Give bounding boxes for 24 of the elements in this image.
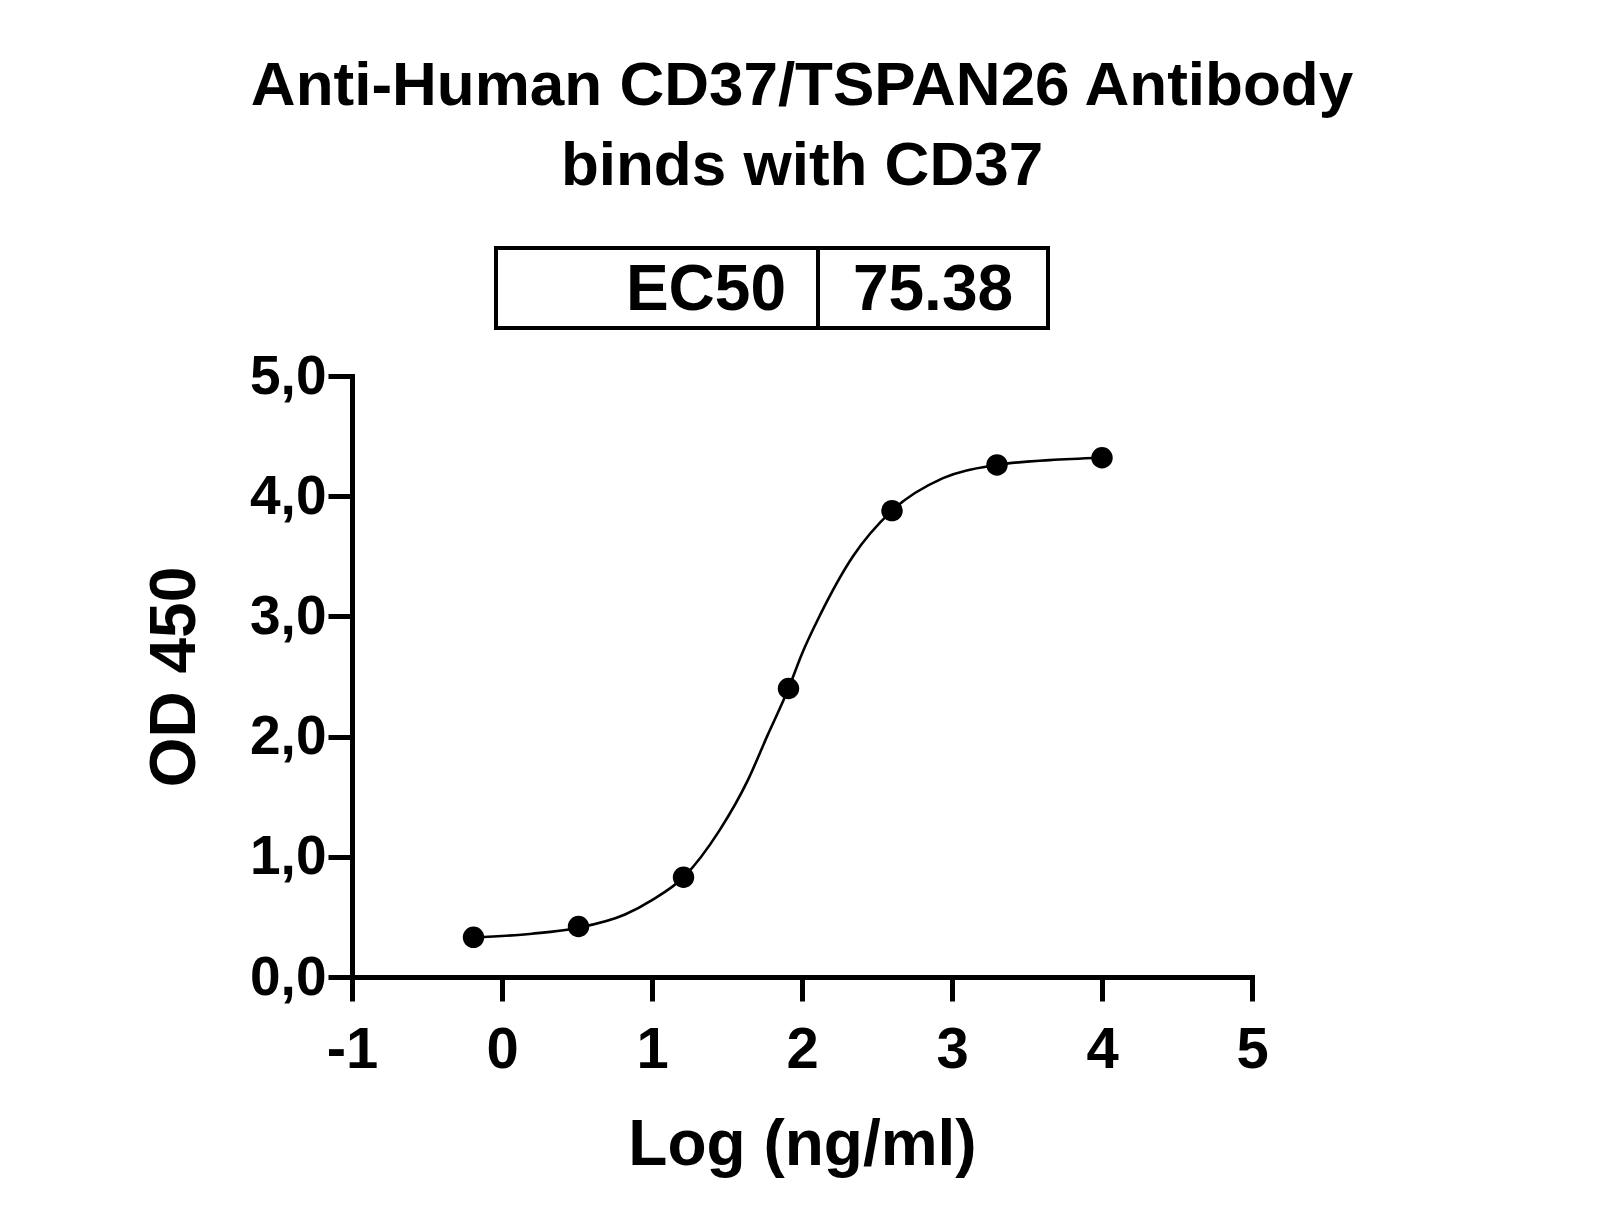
boxed-table: EC50 75.38 <box>494 246 1050 330</box>
x-tick-label: 2 <box>786 1014 819 1080</box>
y-tick-label: 2,0 <box>250 704 327 767</box>
y-tick-label: 5,0 <box>250 343 327 406</box>
x-tick-label: 4 <box>1086 1014 1119 1080</box>
x-tick-label: 5 <box>1236 1014 1269 1080</box>
x-tick-label: 3 <box>936 1014 969 1080</box>
x-axis-title: Log (ng/ml) <box>628 1106 977 1179</box>
point <box>777 677 800 700</box>
x-tick-label: 0 <box>486 1014 519 1080</box>
y-tick-label: 1,0 <box>250 824 327 887</box>
y-tick-label: 4,0 <box>250 463 327 526</box>
point <box>1091 447 1113 469</box>
y-tick-label: 0,0 <box>250 944 327 1007</box>
point <box>881 499 903 522</box>
point <box>567 915 590 938</box>
chart-title: Anti-Human CD37/TSPAN26 Antibody binds with CD37 <box>250 49 1354 198</box>
x-tick-label: 1 <box>636 1014 669 1080</box>
point <box>986 454 1008 476</box>
point <box>462 926 485 949</box>
y-tick-label: 3,0 <box>250 583 327 646</box>
x-tick-label: -1 <box>326 1014 379 1080</box>
point <box>672 866 695 888</box>
y-axis-title: OD 450 <box>137 566 210 788</box>
